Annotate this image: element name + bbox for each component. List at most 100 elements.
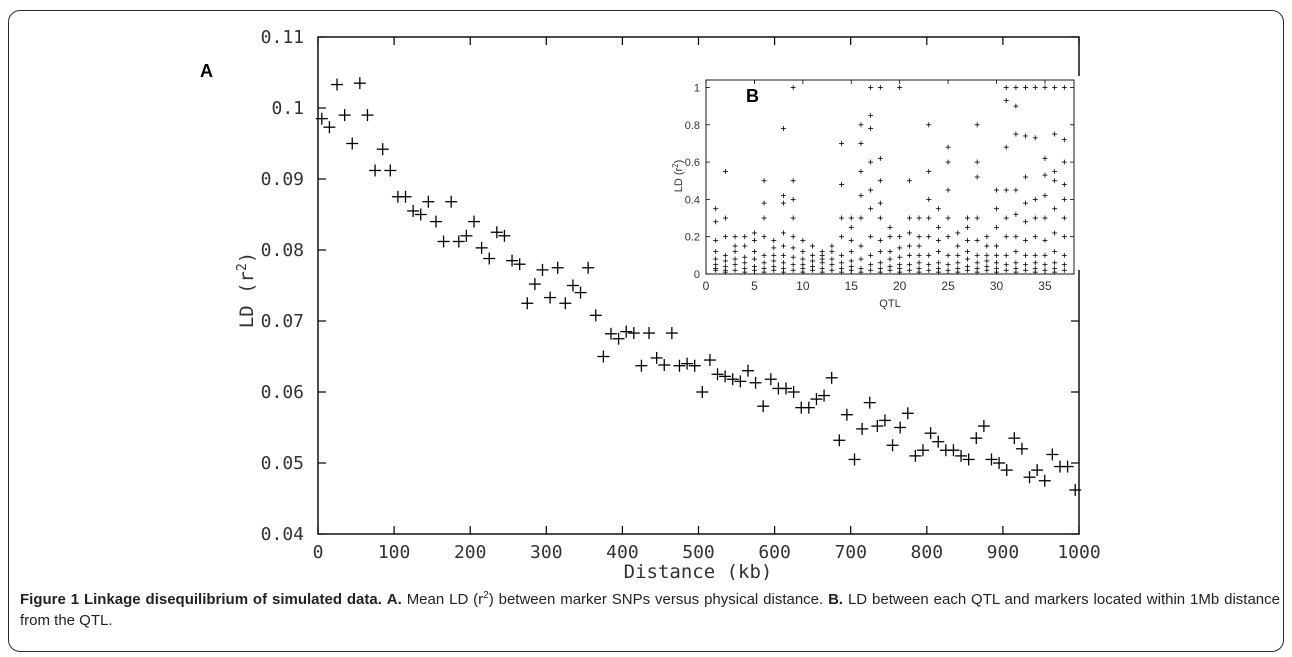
panel-b-point xyxy=(790,84,796,90)
panel-b-point xyxy=(829,256,835,262)
panel-b-point xyxy=(1003,252,1009,258)
panel-b-point xyxy=(897,245,903,251)
panel-b-point xyxy=(877,260,883,266)
panel-b-point xyxy=(1023,262,1029,268)
panel-b-point xyxy=(819,249,825,255)
panel-b-point xyxy=(887,224,893,230)
panel-a-point xyxy=(429,215,442,228)
panel-a-x-tick-label: 1000 xyxy=(1057,542,1100,563)
panel-b-point xyxy=(1061,181,1067,187)
panel-b-point xyxy=(848,258,854,264)
panel-b-point xyxy=(1003,234,1009,240)
panel-b-point xyxy=(1052,260,1058,266)
panel-b-point xyxy=(1052,206,1058,212)
panel-a-point xyxy=(551,261,564,274)
panel-b-point xyxy=(1061,215,1067,221)
panel-b-y-tick-label: 0.6 xyxy=(685,157,700,169)
panel-b-point xyxy=(906,267,912,273)
panel-a-point xyxy=(696,386,709,398)
panel-b-y-tick-label: 0.8 xyxy=(685,120,700,132)
panel-a-point xyxy=(506,254,519,267)
panel-b-x-tick-label: 10 xyxy=(796,279,810,293)
panel-b-point xyxy=(1032,234,1038,240)
caption-a-text-1: Mean LD (r xyxy=(406,591,484,608)
panel-b-point xyxy=(800,256,806,262)
panel-a-point xyxy=(460,229,473,242)
panel-b-points xyxy=(713,84,1067,275)
panel-b-point xyxy=(926,196,932,202)
panel-a-point xyxy=(703,354,716,367)
panel-b-point xyxy=(722,168,728,174)
panel-b-point xyxy=(1013,131,1019,137)
panel-b-point xyxy=(1023,252,1029,258)
panel-b-point xyxy=(1023,237,1029,243)
panel-b-point xyxy=(722,234,728,240)
panel-b-ticks: 0 5 10 15 20 25 30 35 0 0.2 0.4 0.6 0.8 1 xyxy=(685,80,1074,293)
panel-b-y-tick-label: 1 xyxy=(694,82,700,94)
panel-b: 0 5 10 15 20 25 30 35 0 0.2 0.4 0.6 0.8 1 B QTL LD (r… xyxy=(671,76,1080,310)
panel-b-point xyxy=(780,193,786,199)
panel-a-y-tick-label: 0.09 xyxy=(261,169,304,190)
panel-b-point xyxy=(722,264,728,270)
panel-b-point xyxy=(1013,265,1019,271)
panel-b-point xyxy=(732,262,738,268)
panel-b-point xyxy=(955,252,961,258)
panel-b-point xyxy=(916,243,922,249)
panel-b-point xyxy=(829,267,835,273)
panel-a-point xyxy=(589,309,602,322)
panel-b-point xyxy=(771,258,777,264)
panel-b-point xyxy=(877,249,883,255)
panel-b-point xyxy=(810,252,816,258)
panel-b-point xyxy=(1061,159,1067,165)
panel-a-point xyxy=(597,350,610,363)
panel-b-point xyxy=(994,252,1000,258)
panel-a-point xyxy=(536,263,549,276)
panel-b-point xyxy=(751,256,757,262)
panel-a-point xyxy=(673,359,686,372)
panel-a-point xyxy=(658,359,671,372)
panel-b-point xyxy=(761,234,767,240)
panel-b-point xyxy=(829,249,835,255)
panel-b-point xyxy=(897,84,903,90)
panel-b-point xyxy=(1032,196,1038,202)
panel-a-point xyxy=(688,359,701,372)
panel-b-point xyxy=(945,234,951,240)
panel-b-point xyxy=(839,252,845,258)
panel-b-point xyxy=(1013,187,1019,193)
panel-b-point xyxy=(790,178,796,184)
panel-b-point xyxy=(994,260,1000,266)
panel-a-point xyxy=(802,401,815,414)
panel-b-point xyxy=(984,252,990,258)
panel-a-point xyxy=(437,235,450,248)
panel-b-point xyxy=(848,264,854,270)
panel-b-point xyxy=(935,224,941,230)
panel-a-point xyxy=(559,297,572,310)
panel-b-point xyxy=(858,193,864,199)
panel-b-point xyxy=(1032,260,1038,266)
panel-a-point xyxy=(346,137,359,150)
panel-b-point xyxy=(713,206,719,212)
panel-b-point xyxy=(790,245,796,251)
panel-b-point xyxy=(1061,84,1067,90)
panel-b-point xyxy=(955,243,961,249)
panel-b-point xyxy=(935,249,941,255)
panel-a-point xyxy=(1015,442,1028,455)
panel-b-point xyxy=(974,174,980,180)
panel-a-point xyxy=(361,109,374,122)
panel-a-point xyxy=(810,393,823,406)
panel-b-point xyxy=(1023,174,1029,180)
panel-a-point xyxy=(445,195,458,208)
panel-b-point xyxy=(771,245,777,251)
panel-b-point xyxy=(897,254,903,260)
panel-b-point xyxy=(839,181,845,187)
panel-a-point xyxy=(871,420,884,433)
panel-b-point xyxy=(877,200,883,206)
caption-a-text-2: ) between marker SNPs versus physical di… xyxy=(488,591,824,608)
panel-b-point xyxy=(916,252,922,258)
panel-b-point xyxy=(1003,215,1009,221)
panel-a-point xyxy=(985,453,998,466)
panel-b-point xyxy=(974,122,980,128)
panel-b-point xyxy=(839,215,845,221)
panel-a-point xyxy=(833,434,846,447)
panel-b-point xyxy=(916,215,922,221)
